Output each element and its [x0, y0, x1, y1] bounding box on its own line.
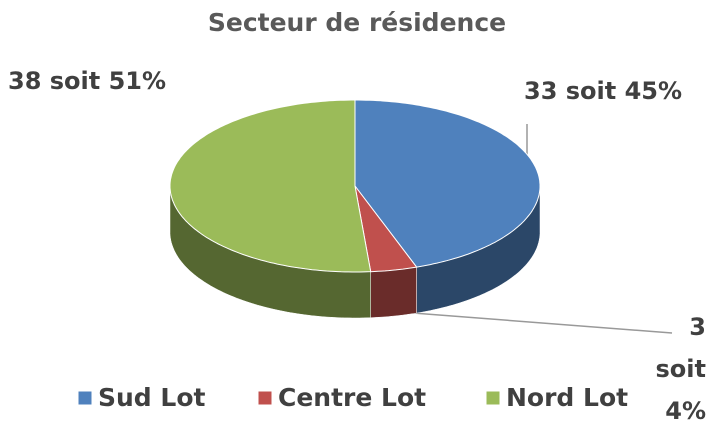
slice: [354, 185, 418, 273]
data-label: 38 soit 51%: [8, 67, 167, 95]
legend-swatch: [485, 390, 501, 406]
slice-side: [370, 266, 417, 318]
slice: [354, 99, 541, 268]
legend-swatch: [77, 390, 93, 406]
chart-title: Secteur de résidence: [208, 8, 506, 37]
legend-swatch: [257, 390, 273, 406]
data-label: 3 soit 4%: [655, 313, 706, 425]
legend-label: Sud Lot: [98, 383, 206, 412]
leader-line: [399, 311, 673, 334]
slice: [169, 99, 372, 273]
legend-label: Centre Lot: [278, 383, 426, 412]
legend-label: Nord Lot: [506, 383, 628, 412]
data-label: 33 soit 45%: [524, 77, 683, 105]
